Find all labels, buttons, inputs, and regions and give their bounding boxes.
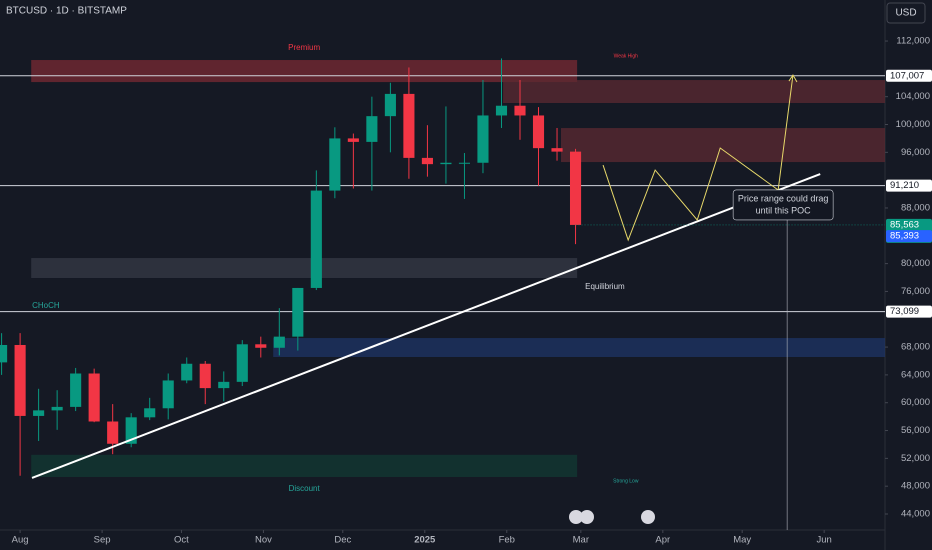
x-tick-label: Apr xyxy=(655,535,670,546)
x-tick-label: Feb xyxy=(499,535,515,546)
x-tick-label: 2025 xyxy=(414,535,436,546)
zone-note: Weak High xyxy=(614,54,639,60)
zone-label: Equilibrium xyxy=(585,282,625,291)
plot: Premium Equilibrium Discount Weak High Stron… xyxy=(0,36,932,546)
price-line-tag-label: 91,210 xyxy=(890,180,919,191)
candle-body xyxy=(421,157,433,165)
event-icon xyxy=(580,510,594,524)
price-line-tag xyxy=(886,305,932,318)
y-tick-label: 48,000 xyxy=(901,481,930,492)
candle-body xyxy=(366,116,378,142)
candle-body xyxy=(255,344,267,348)
annotation-box xyxy=(732,189,834,221)
candle-body xyxy=(551,148,563,152)
candle-body xyxy=(273,336,285,348)
y-tick-label: 88,000 xyxy=(901,202,930,213)
candle-body xyxy=(162,380,174,409)
candle-body xyxy=(292,287,304,337)
y-tick-label: 76,000 xyxy=(901,286,930,297)
x-tick-label: Jun xyxy=(817,535,832,546)
y-tick-label: 112,000 xyxy=(896,36,930,47)
y-tick-label: 80,000 xyxy=(901,258,930,269)
y-tick-label: 64,000 xyxy=(901,369,930,380)
x-tick-label: Aug xyxy=(12,535,29,546)
annotation-text: Price range could drag xyxy=(738,193,829,203)
event-icon xyxy=(569,510,583,524)
currency-button[interactable] xyxy=(886,2,926,24)
candle-body xyxy=(33,410,45,416)
y-tick-label: 60,000 xyxy=(901,397,930,408)
zone xyxy=(31,60,578,83)
y-tick-label: 68,000 xyxy=(901,342,930,353)
y-tick-label: 100,000 xyxy=(896,119,930,130)
candle-body xyxy=(125,417,137,444)
candle-body xyxy=(218,381,230,389)
zone xyxy=(31,258,578,279)
currency-label[interactable]: USD xyxy=(895,8,916,19)
y-tick-label: 52,000 xyxy=(901,453,930,464)
price-line-tag xyxy=(886,179,932,192)
candle-body xyxy=(107,421,119,444)
x-tick-label: Mar xyxy=(573,535,589,546)
price-line-tag xyxy=(886,69,932,82)
y-tick-label: 44,000 xyxy=(901,509,930,520)
candle-body xyxy=(14,344,26,416)
zone-label: Premium xyxy=(288,43,320,52)
x-tick-label: Dec xyxy=(334,535,351,546)
candle-body xyxy=(495,105,508,116)
candle-body xyxy=(384,93,396,117)
y-tick-label: 56,000 xyxy=(901,425,930,436)
projection-arrow xyxy=(788,74,798,83)
zone xyxy=(503,80,885,104)
candle-body xyxy=(181,363,193,381)
candle-body xyxy=(70,373,82,407)
candle-body xyxy=(0,344,8,363)
candle-body xyxy=(236,344,248,382)
candle-body xyxy=(477,115,489,163)
candle-body xyxy=(514,105,526,116)
candle-body xyxy=(440,162,452,165)
y-tick-label: 96,000 xyxy=(901,147,930,158)
candle-body xyxy=(144,408,156,418)
zone xyxy=(273,338,885,358)
x-tick-label: Sep xyxy=(94,535,111,546)
x-tick-label: May xyxy=(733,535,751,546)
x-tick-label: Nov xyxy=(255,535,272,546)
x-tick-label: Oct xyxy=(174,535,189,546)
price-tag xyxy=(886,230,932,243)
candle-body xyxy=(329,138,341,191)
candle-body xyxy=(458,162,471,164)
last-price-tag-label: 85,563 xyxy=(890,219,919,230)
flag-icons xyxy=(569,510,655,524)
symbol-title: BTCUSD · 1D · BITSTAMP xyxy=(6,6,127,17)
price-line-tag-label: 73,099 xyxy=(890,306,919,317)
candle-body xyxy=(532,115,545,149)
zone xyxy=(560,128,885,163)
annotation-text: until this POC xyxy=(756,205,812,215)
zone-note: Strong Low xyxy=(613,479,639,485)
zone-label: Discount xyxy=(289,484,321,493)
trend-line xyxy=(31,173,821,479)
candle-body xyxy=(88,373,100,422)
candle-body xyxy=(51,406,63,411)
candle-body xyxy=(569,151,582,225)
y-tick-label: 104,000 xyxy=(896,91,930,102)
price-tag-label: 85,393 xyxy=(890,231,919,242)
zone xyxy=(31,454,578,477)
price-line-tag-label: 107,007 xyxy=(890,70,924,81)
candle-body xyxy=(199,363,211,389)
candle-body xyxy=(403,93,415,158)
candle-body xyxy=(347,138,359,142)
structure-label: CHoCH xyxy=(32,301,60,310)
event-icon xyxy=(641,510,655,524)
candle-body xyxy=(310,190,322,288)
